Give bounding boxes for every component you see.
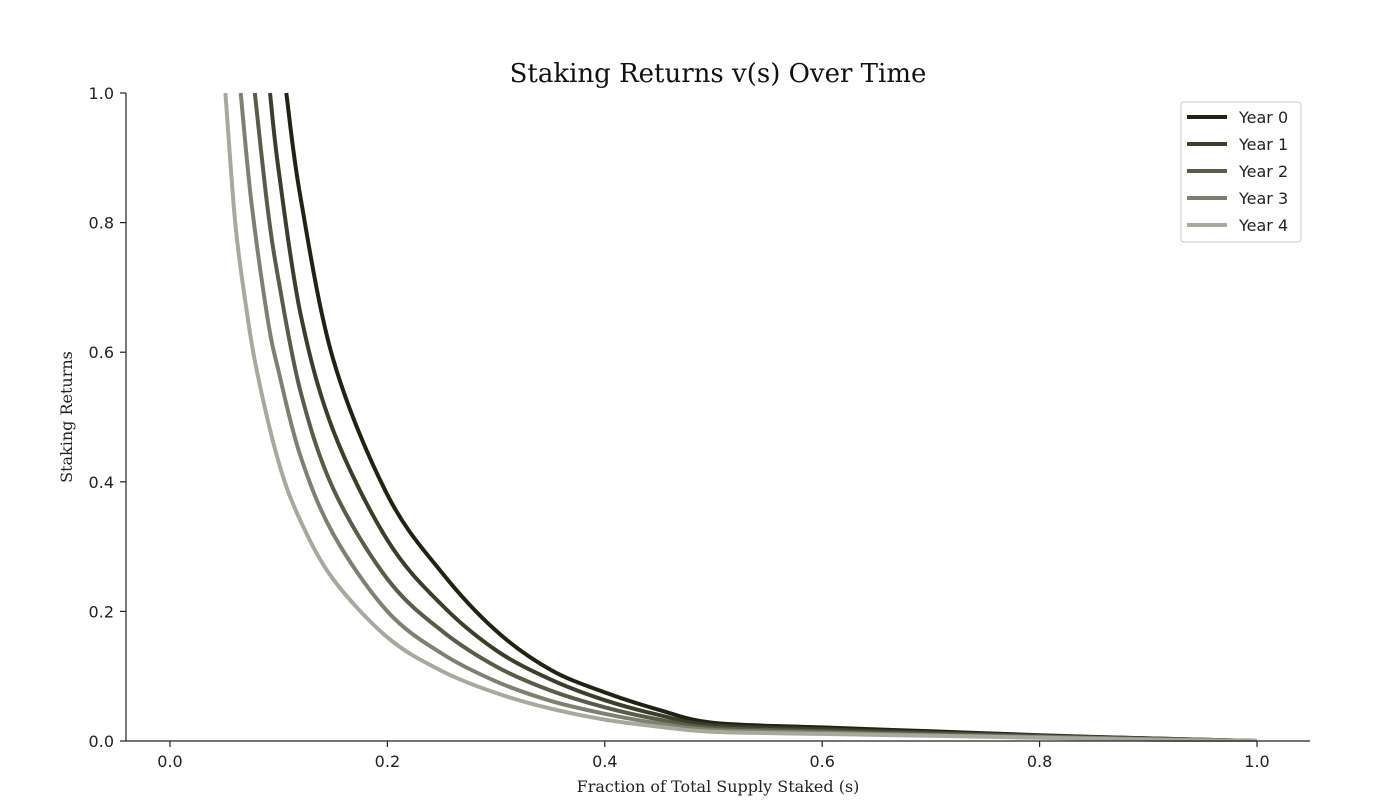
legend: Year 0 Year 1 Year 2 Year 3 Year 4 [1180, 101, 1302, 243]
x-tick-label: 0.4 [592, 752, 617, 771]
y-axis-ticks: 0.0 0.2 0.4 0.6 0.8 1.0 [89, 84, 126, 751]
series-line-year-4 [223, 92, 1258, 742]
y-tick-label: 0.4 [89, 473, 114, 492]
legend-label: Year 2 [1238, 162, 1288, 181]
x-tick-label: 0.0 [157, 752, 182, 771]
x-tick-label: 0.2 [375, 752, 400, 771]
legend-label: Year 0 [1238, 108, 1288, 127]
series-line-year-1 [268, 92, 1258, 742]
y-tick-label: 0.6 [89, 343, 114, 362]
legend-label: Year 3 [1238, 189, 1288, 208]
series-line-year-2 [252, 92, 1258, 742]
legend-label: Year 4 [1238, 216, 1288, 235]
x-tick-label: 1.0 [1244, 752, 1269, 771]
y-tick-label: 0.0 [89, 732, 114, 751]
x-axis-ticks: 0.0 0.2 0.4 0.6 0.8 1.0 [157, 741, 1270, 771]
legend-frame [1180, 101, 1302, 243]
legend-label: Year 1 [1238, 135, 1288, 154]
y-tick-label: 1.0 [89, 84, 114, 103]
y-tick-label: 0.2 [89, 602, 114, 621]
y-axis-label: Staking Returns [57, 351, 76, 483]
x-axis-label: Fraction of Total Supply Staked (s) [577, 777, 860, 796]
x-tick-label: 0.6 [809, 752, 834, 771]
chart-title: Staking Returns v(s) Over Time [510, 59, 927, 89]
series-line-year-0 [284, 92, 1258, 742]
x-tick-label: 0.8 [1027, 752, 1052, 771]
plot-area [223, 92, 1258, 742]
y-tick-label: 0.8 [89, 214, 114, 233]
